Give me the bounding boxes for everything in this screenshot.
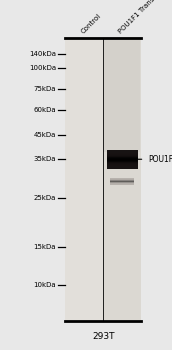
- Bar: [107, 163, 138, 164]
- Bar: [107, 157, 138, 158]
- Text: 45kDa: 45kDa: [34, 132, 56, 138]
- Bar: [107, 166, 138, 167]
- Text: 10kDa: 10kDa: [33, 282, 56, 288]
- Bar: [107, 153, 138, 154]
- Bar: [107, 152, 138, 153]
- Bar: [107, 160, 138, 161]
- Text: POU1F1 Transfected: POU1F1 Transfected: [118, 0, 172, 35]
- Bar: [110, 178, 134, 179]
- Bar: [110, 180, 134, 181]
- Bar: [110, 180, 134, 181]
- Bar: [107, 153, 138, 154]
- Text: 60kDa: 60kDa: [33, 107, 56, 113]
- Bar: [65, 37, 141, 320]
- Bar: [107, 159, 138, 160]
- Bar: [110, 184, 134, 185]
- Bar: [110, 179, 134, 180]
- Bar: [107, 159, 138, 160]
- Bar: [107, 167, 138, 168]
- Bar: [107, 168, 138, 169]
- Bar: [107, 158, 138, 159]
- Text: 293T: 293T: [92, 332, 114, 341]
- Bar: [110, 180, 134, 181]
- Bar: [107, 165, 138, 166]
- Bar: [110, 181, 134, 182]
- Bar: [107, 162, 138, 163]
- Bar: [110, 182, 134, 183]
- Bar: [107, 158, 138, 159]
- Bar: [110, 184, 134, 185]
- Bar: [107, 156, 138, 158]
- Bar: [110, 179, 134, 180]
- Bar: [103, 37, 141, 320]
- Bar: [107, 155, 138, 156]
- Text: 35kDa: 35kDa: [33, 156, 56, 162]
- Bar: [107, 151, 138, 152]
- Text: 100kDa: 100kDa: [29, 65, 56, 71]
- Text: 140kDa: 140kDa: [29, 51, 56, 57]
- Bar: [107, 162, 138, 163]
- Bar: [107, 164, 138, 165]
- Bar: [110, 183, 134, 184]
- Bar: [65, 37, 103, 320]
- Bar: [104, 40, 140, 152]
- Text: POU1F1: POU1F1: [148, 155, 172, 164]
- Bar: [107, 161, 138, 162]
- Bar: [107, 156, 138, 157]
- Bar: [107, 165, 138, 166]
- Bar: [107, 166, 138, 167]
- Bar: [107, 150, 138, 151]
- Text: Control: Control: [80, 13, 102, 35]
- Bar: [107, 154, 138, 155]
- Text: 25kDa: 25kDa: [34, 195, 56, 201]
- Bar: [107, 163, 138, 164]
- Bar: [110, 181, 134, 182]
- Bar: [110, 184, 134, 185]
- Bar: [107, 167, 138, 168]
- Text: 75kDa: 75kDa: [33, 86, 56, 92]
- Bar: [107, 160, 138, 161]
- Bar: [110, 182, 134, 183]
- Bar: [110, 182, 134, 183]
- Bar: [110, 183, 134, 184]
- Bar: [110, 178, 134, 179]
- Text: 15kDa: 15kDa: [33, 244, 56, 250]
- Bar: [107, 150, 138, 152]
- Bar: [107, 154, 138, 155]
